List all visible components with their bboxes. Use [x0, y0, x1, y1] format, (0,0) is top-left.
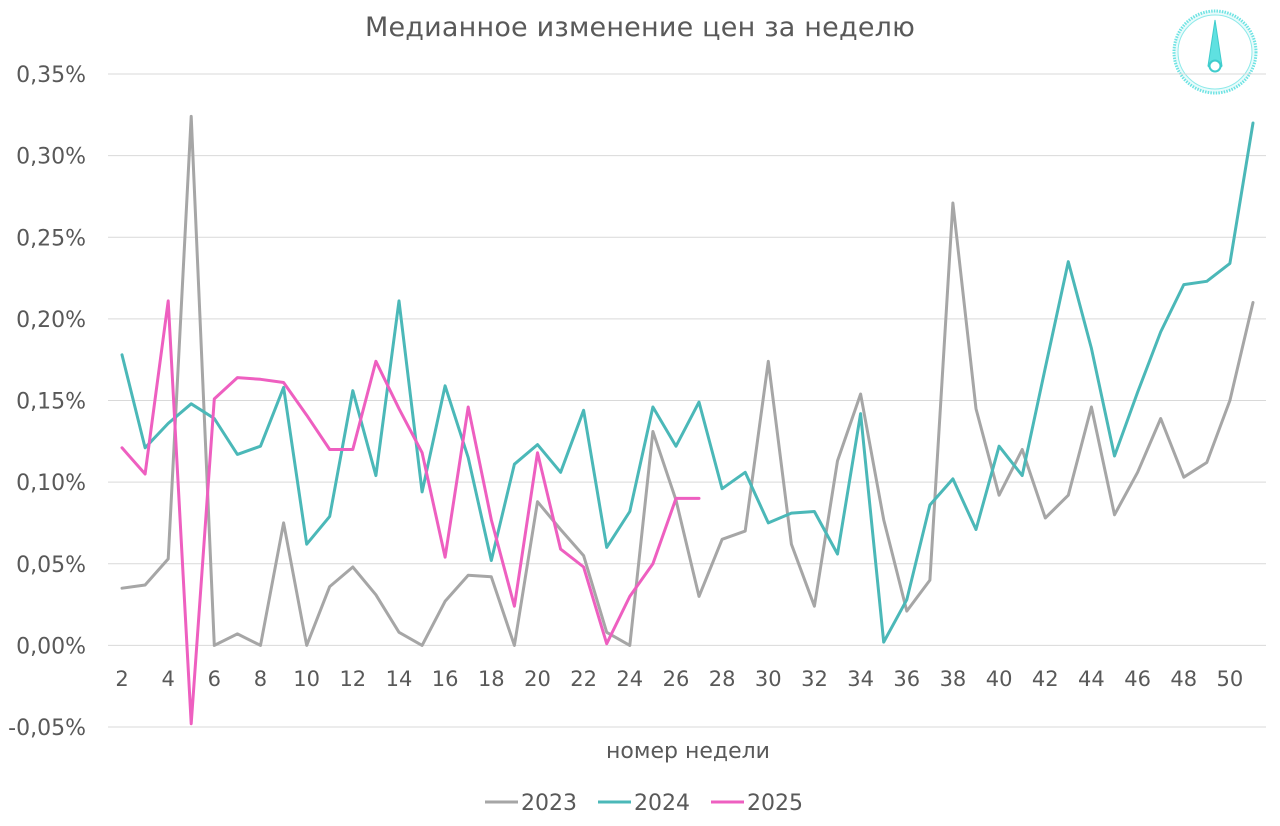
series-line — [120, 114, 1255, 647]
x-axis-ticks: 2 4 6 8 10 12 14 16 18 20 22 24 26 28 30 32 34 36 38 40 42 44… — [115, 667, 1243, 691]
series-line — [120, 299, 701, 726]
x-tick-label: 38 — [940, 667, 967, 691]
series-2025 — [120, 299, 701, 726]
series-2024 — [120, 121, 1255, 644]
x-tick-label: 4 — [161, 667, 174, 691]
x-tick-label: 14 — [386, 667, 413, 691]
y-tick-label: -0,05% — [8, 716, 86, 741]
x-tick-label: 18 — [478, 667, 505, 691]
x-tick-label: 16 — [432, 667, 459, 691]
x-tick-label: 34 — [847, 667, 874, 691]
y-tick-label: 0,00% — [16, 634, 86, 659]
x-tick-label: 2 — [115, 667, 128, 691]
legend-label: 2025 — [747, 791, 803, 816]
x-tick-label: 32 — [801, 667, 828, 691]
y-axis-ticks: -0,05% 0,00% 0,05% 0,10% 0,15% 0,20% 0,25% 0,30… — [8, 63, 86, 741]
x-axis-label: номер недели — [606, 739, 770, 764]
x-tick-label: 26 — [663, 667, 690, 691]
legend-label: 2024 — [634, 791, 690, 816]
x-tick-label: 12 — [339, 667, 366, 691]
x-tick-label: 44 — [1078, 667, 1105, 691]
x-tick-label: 28 — [709, 667, 736, 691]
x-tick-label: 48 — [1170, 667, 1197, 691]
x-tick-label: 36 — [893, 667, 920, 691]
chart-title: Медианное изменение цен за неделю — [364, 12, 916, 43]
x-tick-label: 22 — [570, 667, 597, 691]
x-tick-label: 30 — [755, 667, 782, 691]
series-lines — [120, 114, 1255, 726]
x-tick-label: 50 — [1217, 667, 1244, 691]
legend-label: 2023 — [521, 791, 577, 816]
y-tick-label: 0,05% — [16, 553, 86, 578]
x-tick-label: 8 — [254, 667, 267, 691]
x-tick-label: 6 — [208, 667, 221, 691]
y-tick-label: 0,30% — [16, 145, 86, 170]
legend: 2023 2024 2025 — [485, 791, 803, 816]
x-tick-label: 40 — [986, 667, 1013, 691]
gridlines — [108, 73, 1266, 728]
x-tick-label: 42 — [1032, 667, 1059, 691]
series-line — [120, 121, 1255, 644]
series-2023 — [120, 114, 1255, 647]
y-tick-label: 0,25% — [16, 226, 86, 251]
y-tick-label: 0,10% — [16, 471, 86, 496]
y-tick-label: 0,35% — [16, 63, 86, 88]
x-tick-label: 46 — [1124, 667, 1151, 691]
x-tick-label: 20 — [524, 667, 551, 691]
x-tick-label: 24 — [616, 667, 643, 691]
compass-logo-icon — [1172, 9, 1258, 95]
y-tick-label: 0,20% — [16, 308, 86, 333]
y-tick-label: 0,15% — [16, 390, 86, 415]
x-tick-label: 10 — [293, 667, 320, 691]
